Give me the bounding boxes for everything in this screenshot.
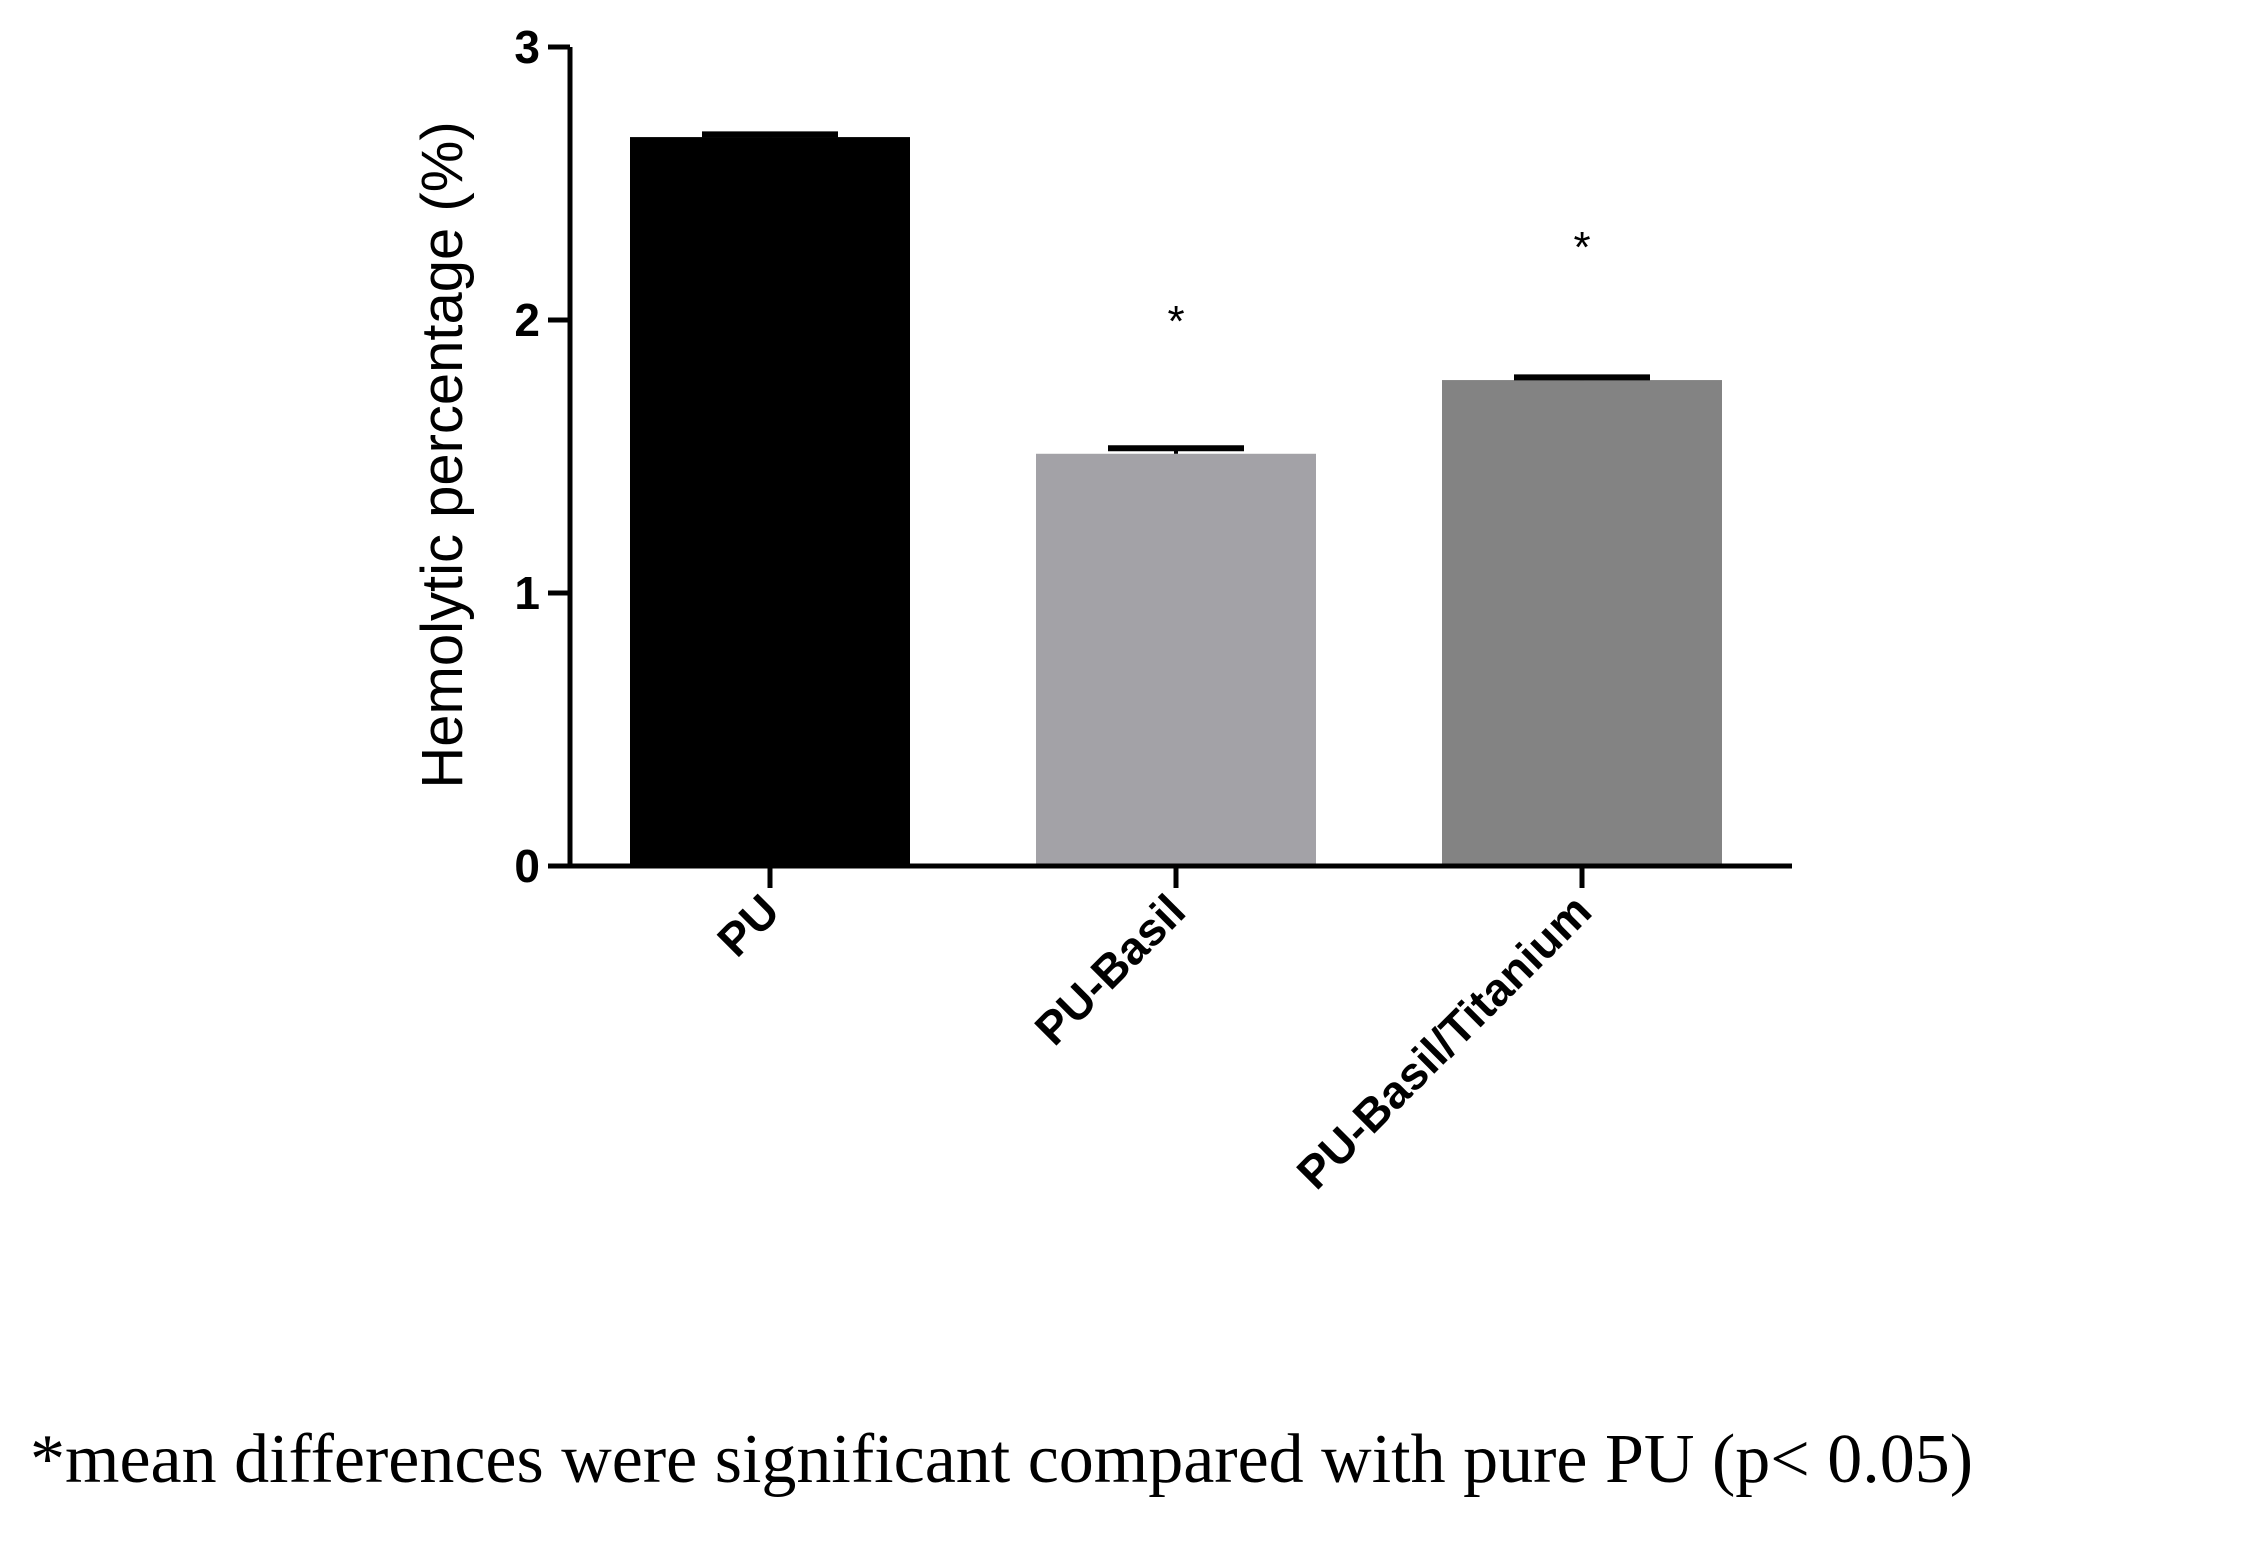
y-tick-label: 0: [514, 840, 540, 892]
significance-mark: *: [1573, 223, 1590, 272]
y-tick-label: 1: [514, 567, 540, 619]
y-tick-label: 3: [514, 21, 540, 73]
bars: **: [630, 131, 1722, 867]
bar-pu-basil-titanium: [1442, 380, 1722, 866]
x-tick-label: PU-Basil: [1025, 884, 1196, 1055]
x-tick-label: PU-Basil/Titanium: [1287, 884, 1602, 1199]
y-axis-ticks: 0 1 2 3: [514, 21, 570, 892]
significance-mark: *: [1167, 297, 1184, 346]
x-axis-ticks: PU PU-Basil PU-Basil/Titanium: [707, 866, 1601, 1199]
x-tick-label: PU: [707, 884, 789, 966]
bar-pu: [630, 137, 910, 867]
bar-pu-basil: [1036, 453, 1316, 866]
y-axis-title: Hemolytic percentage (%): [410, 121, 475, 788]
footnote: *mean differences were significant compa…: [30, 1421, 1974, 1498]
y-tick-label: 2: [514, 294, 540, 346]
